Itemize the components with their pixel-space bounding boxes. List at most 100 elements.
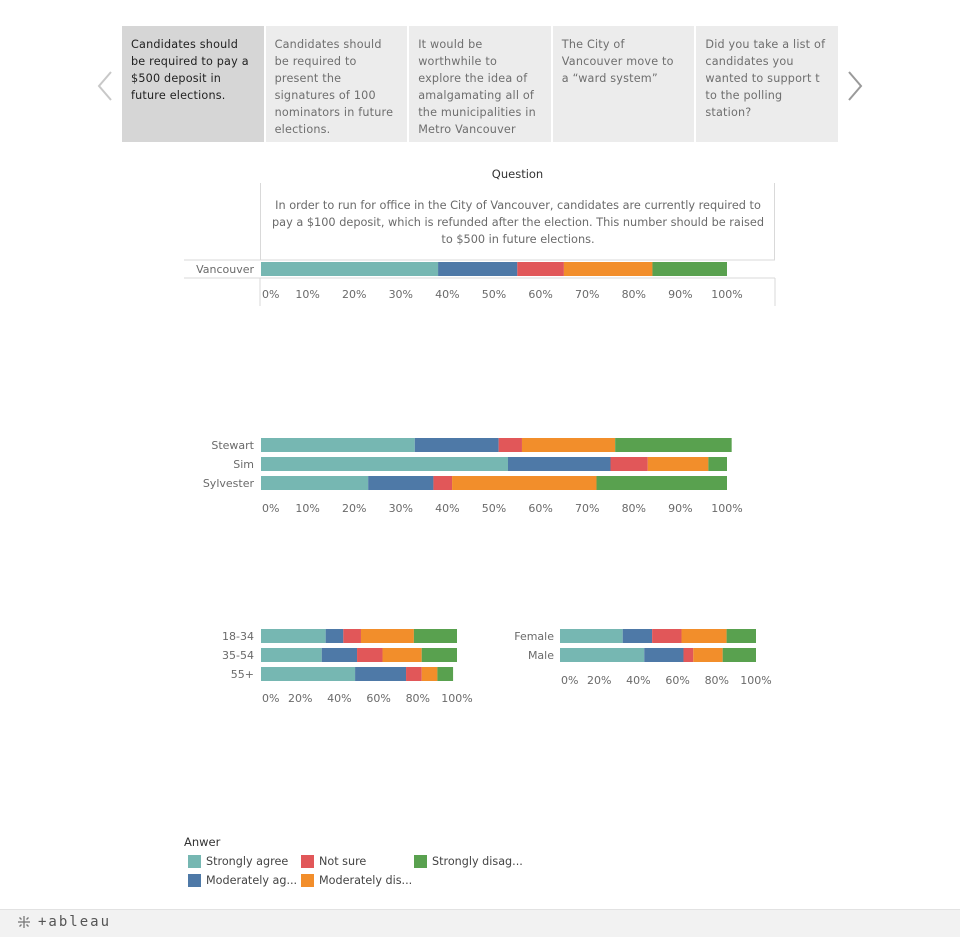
legend-item-strongly-disagree[interactable]: Strongly disag... [414, 854, 523, 868]
bar-segment [421, 667, 438, 681]
x-tick-label: 90% [668, 288, 692, 301]
question-text: In order to run for office in the City o… [271, 199, 765, 246]
tableau-logo-text: +ableau [38, 914, 112, 930]
bar-segment [521, 438, 616, 452]
legend-item-moderately-agree[interactable]: Moderately ag... [188, 873, 297, 887]
bar-segment [560, 648, 645, 662]
bar-segment [693, 648, 723, 662]
bar-segment [652, 629, 682, 643]
tab-ward-system[interactable]: The City of Vancouver move to a “ward sy… [552, 26, 695, 142]
legend-swatch [301, 873, 314, 887]
bar-segment [261, 629, 326, 643]
x-tick-label: 80% [705, 674, 729, 687]
x-tick-label: 70% [575, 502, 599, 515]
bar-segment [596, 476, 727, 490]
bar-segment [321, 648, 358, 662]
x-tick-label: 90% [668, 502, 692, 515]
x-tick-label: 80% [622, 288, 646, 301]
x-tick-label: 30% [389, 502, 413, 515]
bar-segment [726, 629, 756, 643]
x-tick-label: 30% [389, 288, 413, 301]
bar-segment [413, 629, 457, 643]
bar-segment [261, 438, 415, 452]
x-tick-label: 20% [342, 502, 366, 515]
bar-segment [357, 648, 383, 662]
tableau-logo[interactable]: +ableau [16, 914, 111, 930]
bar-segment [261, 648, 322, 662]
x-tick-label: 20% [288, 692, 312, 705]
bar-segment [355, 667, 407, 681]
bar-segment [360, 629, 414, 643]
category-label: 18-34 [222, 630, 254, 643]
bar-segment [382, 648, 422, 662]
bar-segment [421, 648, 457, 662]
bar-segment [452, 476, 597, 490]
bar-segment [406, 667, 422, 681]
legend-swatch [414, 854, 427, 868]
legend-item-strongly-agree[interactable]: Strongly agree [188, 854, 288, 868]
bar-segment [433, 476, 453, 490]
tab-amalgamation[interactable]: It would be worthwhile to explore the id… [409, 26, 551, 142]
x-tick-label: 40% [626, 674, 650, 687]
tab-candidate-list[interactable]: Did you take a list of candidates you wa… [696, 26, 838, 142]
x-tick-label: 50% [482, 502, 506, 515]
bar-segment [563, 262, 653, 276]
tableau-logo-icon [18, 916, 30, 928]
previous-arrow-icon[interactable] [94, 66, 118, 106]
x-tick-label: 0% [262, 288, 279, 301]
x-tick-label: 80% [622, 502, 646, 515]
bar-segment [438, 262, 518, 276]
x-tick-label: 0% [561, 674, 578, 687]
category-label: 55+ [231, 668, 254, 681]
x-tick-label: 100% [740, 674, 771, 687]
legend-item-not-sure[interactable]: Not sure [301, 854, 366, 868]
bar-segment [261, 667, 356, 681]
bar-segment [368, 476, 434, 490]
bar-segment [615, 438, 732, 452]
bar-segment [644, 648, 684, 662]
bar-segment [610, 457, 648, 471]
legend-label: Moderately ag... [206, 873, 298, 887]
bar-segment [708, 457, 727, 471]
tab-nominators[interactable]: Candidates should be required to present… [265, 26, 408, 142]
legend-item-moderately-disagree[interactable]: Moderately dis... [301, 873, 412, 887]
next-arrow-icon[interactable] [842, 66, 866, 106]
bar-segment [261, 476, 369, 490]
bar-segment [343, 629, 361, 643]
x-tick-label: 60% [366, 692, 390, 705]
x-tick-label: 10% [295, 288, 319, 301]
legend-swatch [188, 854, 201, 868]
legend: Anwer Strongly agree Moderately ag... No… [184, 835, 584, 895]
chart-4: Female Male 0% 20% 40% 60% 80% 100% [514, 629, 772, 687]
x-tick-label: 70% [575, 288, 599, 301]
bar-segment [498, 438, 522, 452]
bar-segment [325, 629, 344, 643]
question-tabs: Candidates should be required to pay a $… [122, 26, 838, 142]
chart-1: Vancouver 0% 10% 20% 30% 40% 50% 60% 70% 80% 90% 10… [184, 259, 776, 306]
x-tick-label: 20% [587, 674, 611, 687]
legend-label: Strongly agree [206, 854, 289, 868]
x-tick-label: 60% [665, 674, 689, 687]
x-tick-label: 40% [327, 692, 351, 705]
chart-3: 18-34 35-54 55+ 0% 20% 40% 60% 80% 100% [222, 629, 473, 705]
category-label: Vancouver [196, 263, 254, 276]
x-tick-label: 100% [711, 502, 742, 515]
tab-deposit[interactable]: Candidates should be required to pay a $… [122, 26, 264, 142]
footer-bar: +ableau [0, 909, 960, 937]
bar-segment [560, 629, 623, 643]
legend-title: Anwer [184, 835, 221, 849]
x-tick-label: 0% [262, 502, 279, 515]
x-tick-label: 50% [482, 288, 506, 301]
bar-segment [622, 629, 653, 643]
bar-segment [414, 438, 499, 452]
x-tick-label: 80% [406, 692, 430, 705]
bar-segment [507, 457, 611, 471]
legend-swatch [188, 873, 201, 887]
x-tick-label: 0% [262, 692, 279, 705]
bar-segment [681, 629, 727, 643]
bar-segment [261, 262, 439, 276]
category-label: Sim [233, 458, 254, 471]
category-label: Stewart [211, 439, 254, 452]
legend-label: Not sure [319, 854, 367, 868]
